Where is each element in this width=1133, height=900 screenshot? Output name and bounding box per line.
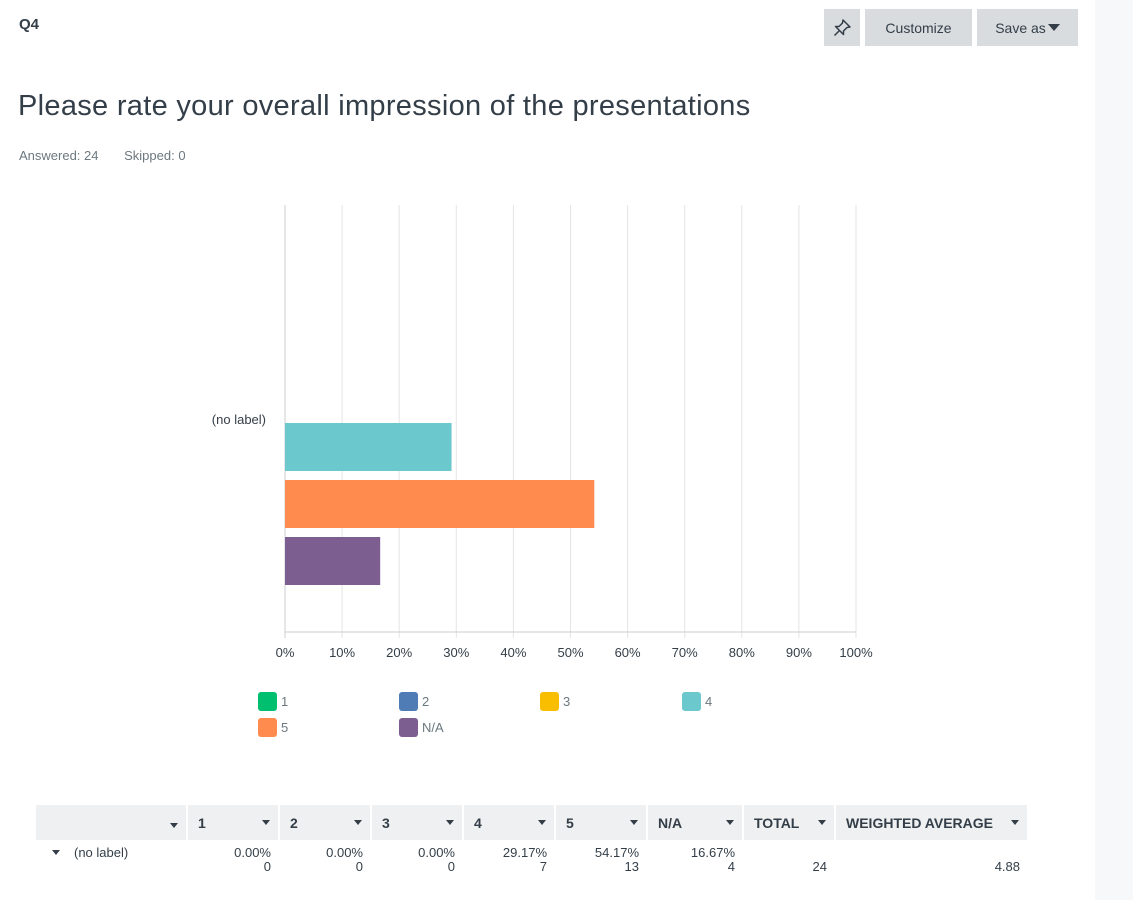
- legend-swatch: [540, 692, 559, 711]
- legend-swatch: [399, 718, 418, 737]
- x-tick-label: 30%: [443, 645, 469, 660]
- x-tick-label: 60%: [615, 645, 641, 660]
- x-tick-label: 70%: [672, 645, 698, 660]
- sort-arrow-icon: [818, 819, 826, 825]
- sort-arrow-icon: [726, 819, 734, 825]
- bar-4[interactable]: [285, 423, 452, 471]
- answered-count: Answered: 24: [19, 148, 99, 163]
- legend-item[interactable]: 4: [682, 692, 712, 711]
- cell-1: 0.00% 0: [234, 845, 271, 874]
- table-row: (no label) 0.00% 0 0.00% 0 0.00% 0 29.17% 7 …: [36, 840, 1028, 874]
- cell-2: 0.00% 0: [326, 845, 363, 874]
- legend-item[interactable]: 1: [258, 692, 288, 711]
- question-number: Q4: [19, 16, 40, 33]
- customize-label: Customize: [885, 19, 952, 36]
- customize-button[interactable]: Customize: [865, 9, 972, 46]
- sort-arrow-icon: [262, 819, 270, 825]
- table-header-row: 1 2 3 4 5 N/A TOTAL WEIGHTED AVERAGE: [36, 805, 1029, 840]
- sort-arrow-icon: [630, 819, 638, 825]
- legend-item[interactable]: 5: [258, 718, 288, 737]
- cell-3: 0.00% 0: [418, 845, 455, 874]
- column-header-2[interactable]: 2: [279, 805, 372, 840]
- legend-swatch: [682, 692, 701, 711]
- legend-label: 1: [281, 694, 289, 709]
- save-as-label: Save as: [995, 19, 1046, 36]
- column-header-weighted-average[interactable]: WEIGHTED AVERAGE: [835, 805, 1029, 840]
- column-header-na[interactable]: N/A: [647, 805, 744, 840]
- pin-icon: [833, 18, 851, 36]
- column-header-5[interactable]: 5: [555, 805, 648, 840]
- row-label[interactable]: (no label): [36, 840, 187, 874]
- skipped-count: Skipped: 0: [124, 148, 186, 163]
- legend-swatch: [258, 692, 277, 711]
- bar-5[interactable]: [285, 480, 595, 528]
- column-header-label[interactable]: [36, 805, 188, 840]
- legend-label: N/A: [422, 720, 444, 735]
- question-toolbar: Customize Save as: [824, 9, 1078, 46]
- chevron-down-icon: [1047, 24, 1060, 31]
- cell-na: 16.67% 4: [690, 845, 735, 874]
- x-tick-label: 20%: [386, 645, 412, 660]
- x-tick-label: 0%: [276, 645, 295, 660]
- x-tick-label: 40%: [500, 645, 526, 660]
- legend-swatch: [399, 692, 418, 711]
- x-tick-label: 90%: [786, 645, 812, 660]
- cell-total: 24: [812, 859, 827, 874]
- pin-button[interactable]: [824, 9, 860, 46]
- cell-weighted-average: 4.88: [994, 859, 1020, 874]
- category-label: (no label): [212, 412, 266, 427]
- response-stats: Answered: 24 Skipped: 0: [19, 148, 186, 163]
- column-header-3[interactable]: 3: [371, 805, 464, 840]
- question-title: Please rate your overall impression of t…: [18, 90, 751, 122]
- sort-arrow-icon: [446, 819, 454, 825]
- sort-arrow-icon: [1011, 819, 1019, 825]
- sort-arrow-icon: [538, 819, 546, 825]
- legend-swatch: [258, 718, 277, 737]
- legend-item[interactable]: 2: [399, 692, 429, 711]
- bar-na[interactable]: [285, 537, 381, 585]
- x-tick-label: 10%: [329, 645, 355, 660]
- x-tick-label: 80%: [729, 645, 755, 660]
- legend-item[interactable]: 3: [540, 692, 570, 711]
- results-table: 1 2 3 4 5 N/A TOTAL WEIGHTED AVERAGE (no…: [36, 805, 1029, 874]
- legend-label: 4: [705, 694, 713, 709]
- sort-arrow-icon: [354, 819, 362, 825]
- legend-label: 2: [422, 694, 430, 709]
- column-header-1[interactable]: 1: [187, 805, 280, 840]
- legend-item[interactable]: N/A: [399, 718, 444, 737]
- legend-label: 3: [563, 694, 571, 709]
- sort-arrow-icon: [170, 822, 178, 828]
- legend-label: 5: [281, 720, 289, 735]
- x-tick-label: 100%: [839, 645, 873, 660]
- expand-caret-icon[interactable]: [52, 850, 60, 855]
- column-header-4[interactable]: 4: [463, 805, 556, 840]
- cell-5: 54.17% 13: [594, 845, 639, 874]
- save-as-button[interactable]: Save as: [977, 9, 1078, 46]
- column-header-total[interactable]: TOTAL: [743, 805, 836, 840]
- right-side-panel: [1095, 0, 1133, 900]
- x-tick-label: 50%: [557, 645, 583, 660]
- cell-4: 29.17% 7: [502, 845, 547, 874]
